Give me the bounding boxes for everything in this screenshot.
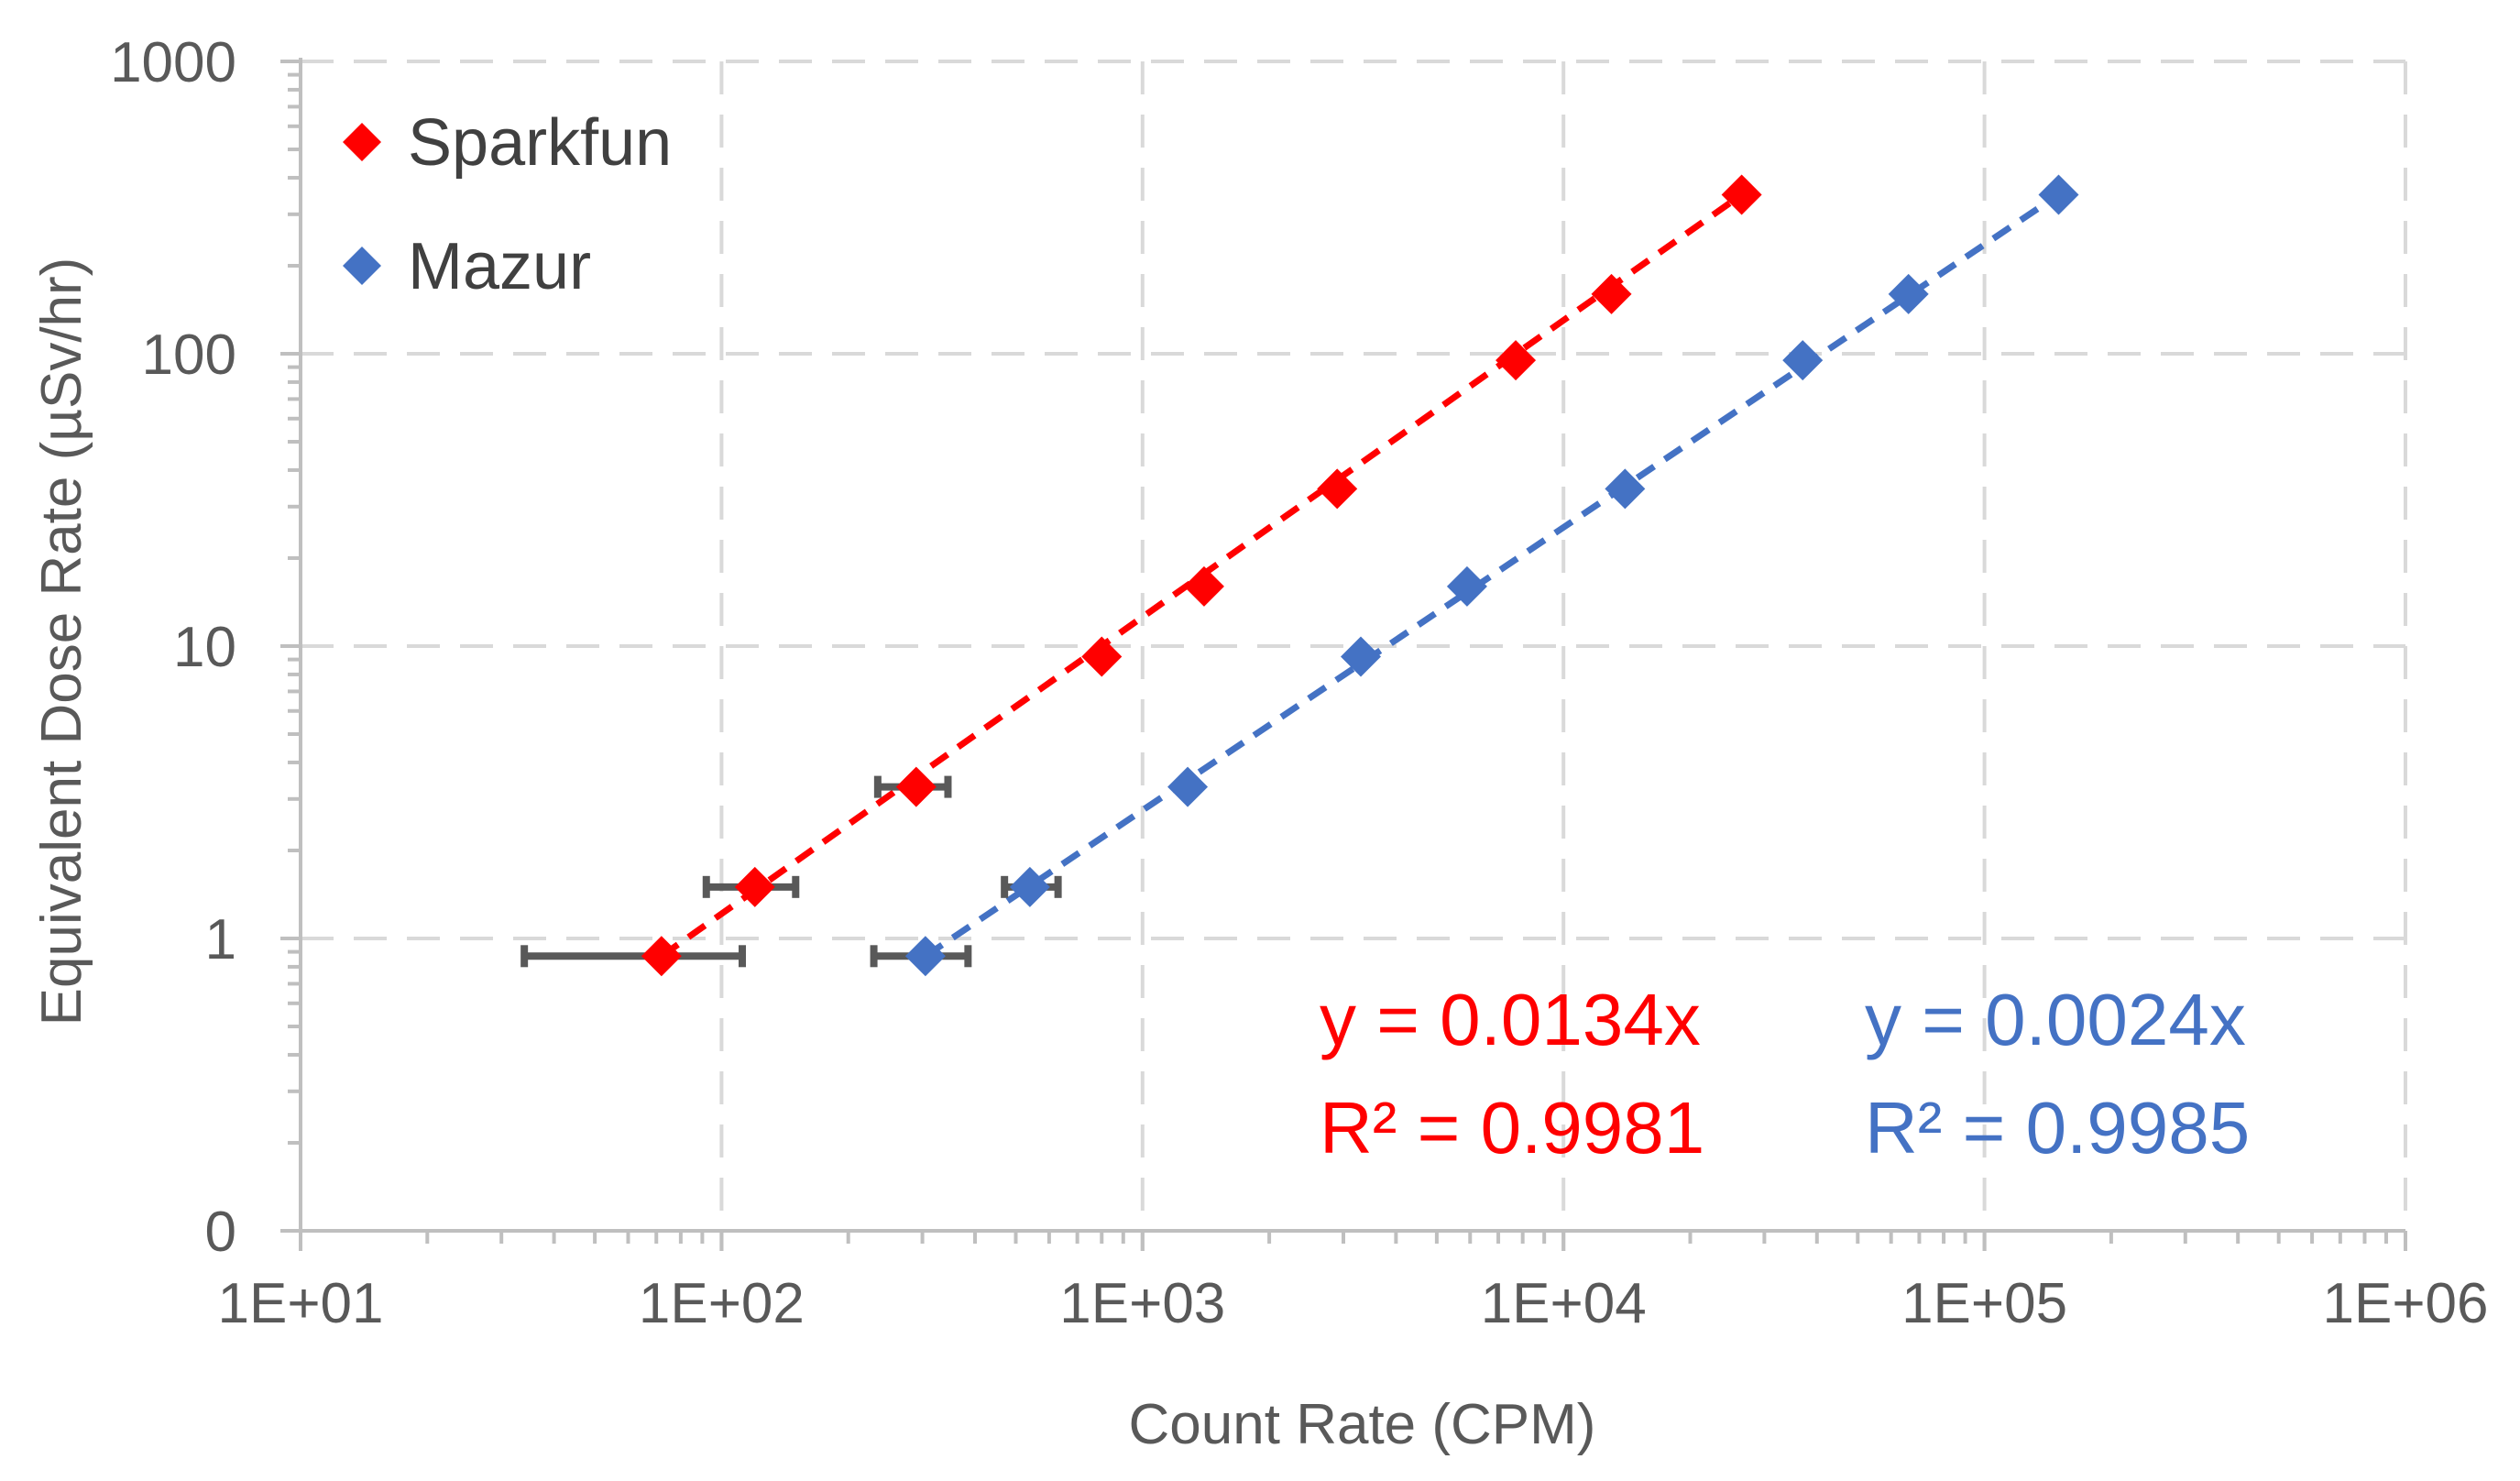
point-mazur: [2038, 174, 2079, 215]
point-sparkfun: [1496, 340, 1537, 381]
x-tick-label: 1E+01: [217, 1272, 383, 1335]
x-axis-title: Count Rate (CPM): [1129, 1393, 1596, 1456]
equation-mazur: y = 0.0024x: [1865, 979, 2246, 1060]
legend-marker-mazur: [343, 247, 381, 285]
point-mazur: [1009, 866, 1050, 907]
point-sparkfun: [1317, 468, 1358, 510]
point-mazur: [1167, 766, 1209, 807]
y-axis-title: Equivalent Dose Rate (µSv/hr): [30, 258, 93, 1026]
x-tick-label: 1E+02: [639, 1272, 805, 1335]
x-tick-label: 1E+04: [1481, 1272, 1647, 1335]
point-mazur: [904, 936, 946, 977]
y-tick-label: 1: [205, 908, 236, 971]
tick-labels: 1E+01 1E+02 1E+03 1E+04 1E+05 1E+06 0 1 10 100 100…: [110, 31, 2488, 1335]
x-tick-label: 1E+05: [1901, 1272, 2067, 1335]
trendline-equations: y = 0.0134x R² = 0.9981 y = 0.0024x R² =…: [1320, 979, 2250, 1168]
x-tick-label: 1E+03: [1059, 1272, 1225, 1335]
gridlines: [301, 60, 2407, 1231]
y-tick-label: 0: [205, 1201, 236, 1264]
data-points: [641, 174, 2079, 977]
legend: Sparkfun Mazur: [343, 106, 672, 303]
point-mazur: [1782, 340, 1824, 381]
x-tick-label: 1E+06: [2322, 1272, 2488, 1335]
trendlines: [659, 192, 2061, 960]
legend-label-sparkfun: Sparkfun: [408, 106, 672, 180]
point-mazur: [1446, 565, 1487, 607]
trendline-mazur: [923, 192, 2061, 960]
point-sparkfun: [1081, 636, 1123, 677]
y-tick-label: 100: [142, 324, 236, 387]
r-squared-sparkfun: R² = 0.9981: [1320, 1087, 1704, 1168]
r-squared-mazur: R² = 0.9985: [1865, 1087, 2250, 1168]
point-mazur: [1605, 468, 1646, 510]
legend-label-mazur: Mazur: [408, 230, 591, 303]
axes: [280, 58, 2407, 1251]
y-tick-label: 1000: [110, 31, 236, 94]
point-mazur: [1888, 273, 1929, 314]
y-tick-label: 10: [173, 616, 236, 679]
point-sparkfun: [895, 766, 937, 807]
point-sparkfun: [1721, 174, 1762, 215]
point-sparkfun: [1591, 273, 1632, 314]
equation-sparkfun: y = 0.0134x: [1320, 979, 1701, 1060]
legend-marker-sparkfun: [343, 123, 381, 161]
point-mazur: [1341, 636, 1382, 677]
point-sparkfun: [641, 936, 682, 977]
point-sparkfun: [1183, 565, 1224, 607]
point-sparkfun: [734, 866, 775, 907]
